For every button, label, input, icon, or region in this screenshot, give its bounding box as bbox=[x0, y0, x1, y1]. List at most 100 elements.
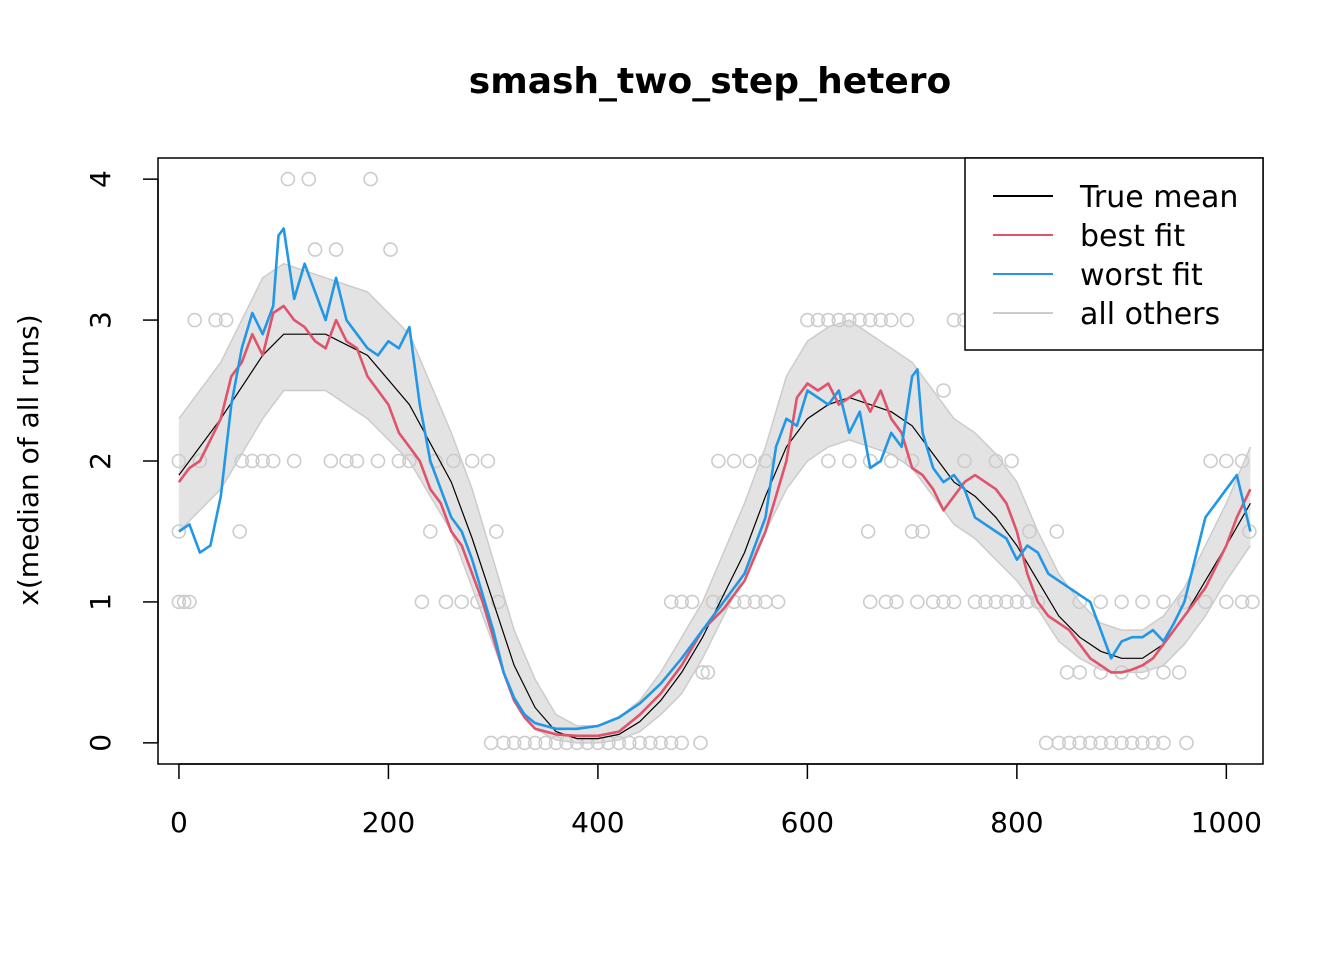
all-others-point bbox=[957, 453, 972, 469]
legend-label: all others bbox=[1080, 297, 1220, 332]
all-others-point bbox=[936, 383, 951, 398]
all-others-point bbox=[323, 453, 339, 469]
all-others-point bbox=[770, 594, 786, 610]
legend-label: True mean bbox=[1079, 180, 1238, 215]
chart-title: smash_two_step_hetero bbox=[469, 61, 951, 102]
all-others-point bbox=[946, 594, 962, 610]
all-others-point bbox=[1049, 524, 1064, 539]
y-tick-label: 2 bbox=[84, 452, 117, 470]
all-others-point bbox=[208, 312, 223, 328]
all-others-point bbox=[1004, 453, 1019, 469]
all-others-point bbox=[810, 312, 826, 328]
all-others-point bbox=[878, 594, 894, 610]
all-others-point bbox=[899, 312, 915, 328]
series-lines-group bbox=[177, 227, 1252, 740]
all-others-point bbox=[538, 735, 553, 751]
x-tick-label: 0 bbox=[170, 806, 188, 839]
legend-box bbox=[964, 157, 1264, 351]
all-others-point bbox=[1093, 735, 1108, 751]
all-others-point bbox=[245, 453, 260, 469]
all-others-point bbox=[936, 594, 951, 610]
all-others-point bbox=[946, 312, 962, 328]
all-others-point bbox=[967, 594, 983, 610]
all-others-point bbox=[232, 524, 247, 539]
all-others-band-group bbox=[178, 262, 1252, 744]
all-others-point bbox=[517, 735, 532, 751]
all-others-point bbox=[999, 594, 1014, 610]
x-tick-label: 1000 bbox=[1191, 806, 1262, 839]
all-others-point bbox=[1114, 735, 1129, 751]
all-others-point bbox=[695, 665, 710, 680]
all-others-point bbox=[383, 242, 398, 257]
all-others-point bbox=[747, 594, 763, 610]
all-others-point bbox=[742, 453, 758, 469]
all-others-point bbox=[632, 735, 648, 751]
all-others-point bbox=[883, 453, 899, 469]
all-others-point bbox=[454, 594, 470, 610]
all-others-point bbox=[1051, 735, 1067, 751]
y-tick-label: 3 bbox=[84, 311, 117, 329]
all-others-point bbox=[187, 312, 202, 328]
all-others-point bbox=[370, 453, 386, 469]
all-others-point bbox=[1009, 594, 1025, 610]
all-others-point bbox=[1135, 594, 1150, 610]
all-others-point bbox=[726, 453, 742, 469]
all-others-point bbox=[820, 312, 836, 328]
all-others-point bbox=[1072, 665, 1087, 680]
all-others-point bbox=[1156, 735, 1171, 751]
all-others-point bbox=[831, 312, 847, 328]
all-others-point bbox=[820, 453, 836, 469]
all-others-point bbox=[171, 594, 187, 610]
all-others-point bbox=[1219, 594, 1234, 610]
y-tick-label: 1 bbox=[84, 593, 117, 611]
all-others-point bbox=[883, 312, 899, 328]
all-others-point bbox=[280, 171, 296, 187]
all-others-point bbox=[1234, 594, 1250, 610]
all-others-point bbox=[1082, 735, 1098, 751]
all-others-point bbox=[218, 312, 234, 328]
all-others-point bbox=[496, 735, 511, 751]
all-others-point bbox=[1114, 594, 1129, 610]
all-others-point bbox=[1156, 665, 1171, 680]
all-others-point bbox=[674, 594, 690, 610]
all-others-point bbox=[978, 594, 993, 610]
all-others-point bbox=[915, 524, 930, 539]
all-others-point bbox=[642, 735, 658, 751]
all-others-point bbox=[286, 453, 302, 469]
legend-label: best fit bbox=[1080, 219, 1185, 254]
x-tick-label: 600 bbox=[781, 806, 834, 839]
all-others-point bbox=[307, 242, 323, 257]
x-tick-label: 400 bbox=[571, 806, 624, 839]
all-others-point bbox=[1171, 665, 1187, 680]
all-others-point bbox=[1093, 594, 1108, 610]
all-others-point bbox=[1038, 735, 1054, 751]
all-others-point bbox=[422, 524, 438, 539]
all-others-point bbox=[889, 594, 904, 610]
all-others-point bbox=[414, 594, 430, 610]
all-others-point bbox=[852, 312, 868, 328]
all-others-point bbox=[1179, 735, 1194, 751]
all-others-point bbox=[182, 594, 197, 610]
all-others-point bbox=[438, 594, 454, 610]
true-mean-line bbox=[178, 333, 1251, 740]
all-others-point bbox=[862, 312, 878, 328]
all-others-point bbox=[234, 453, 250, 469]
all-others-point bbox=[255, 453, 271, 469]
all-others-point bbox=[663, 735, 679, 751]
all-others-point bbox=[548, 735, 564, 751]
legend: True mean best fit worst fit all others bbox=[964, 157, 1264, 351]
all-others-point bbox=[1219, 453, 1234, 469]
all-others-line-lower bbox=[178, 389, 1252, 744]
all-others-point bbox=[862, 594, 878, 610]
best-fit-line bbox=[177, 304, 1252, 738]
all-others-point bbox=[611, 735, 627, 751]
all-others-point bbox=[1103, 735, 1119, 751]
all-others-band bbox=[178, 263, 1251, 743]
all-others-point bbox=[904, 524, 920, 539]
all-others-point bbox=[700, 665, 716, 680]
all-others-point bbox=[1135, 735, 1150, 751]
all-others-point bbox=[1020, 594, 1035, 610]
all-others-point bbox=[1072, 735, 1087, 751]
all-others-point bbox=[363, 171, 378, 187]
